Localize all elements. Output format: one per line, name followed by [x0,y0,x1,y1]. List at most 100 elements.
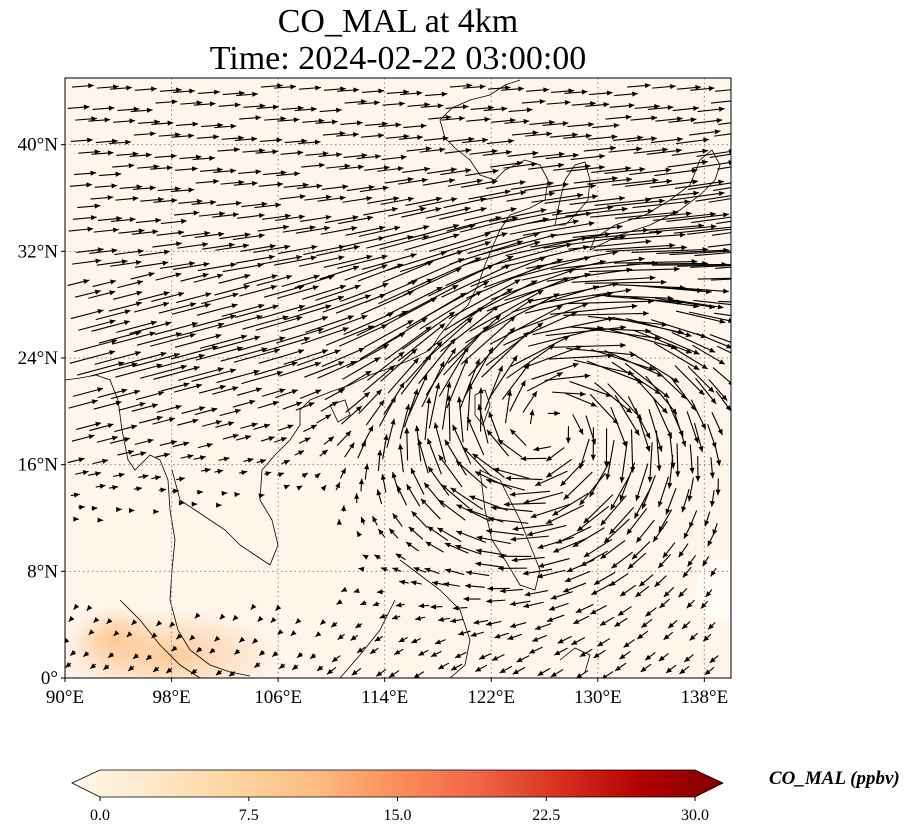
wind-vector [648,409,663,452]
wind-vector-head [128,449,134,455]
wind-vector-head [514,279,521,285]
wind-vector-head [580,561,587,567]
wind-vector [668,298,724,309]
wind-vector-head [523,603,530,609]
wind-vector-head [352,215,359,221]
wind-vector-head [662,147,668,153]
wind-vector-head [634,429,640,436]
wind-vector [284,304,332,321]
wind-vector-head [131,619,138,625]
wind-vector-head [205,292,212,298]
wind-vector-head [296,315,303,321]
wind-vector-head [439,361,445,368]
wind-vector [154,322,198,336]
wind-vector [626,318,692,337]
wind-vector-head [641,502,647,509]
wind-vector-head [743,150,749,155]
wind-vector [570,155,606,161]
wind-vector [620,441,628,483]
wind-vector-head [526,107,533,113]
wind-vector-head [578,428,584,435]
wind-vector-head [738,354,744,359]
wind-vector-head [97,308,104,315]
wind-vector-head [407,235,414,241]
wind-vector-head [310,653,317,659]
wind-vector [426,306,484,351]
wind-vector-head [135,330,142,336]
wind-vector-head [627,563,634,569]
wind-vector [668,455,674,489]
wind-vector [655,430,660,472]
wind-vector-head [717,304,724,310]
wind-vector-head [698,389,705,395]
wind-vector-head [234,491,241,498]
wind-vector-head [215,333,222,339]
wind-vector [339,324,388,347]
wind-vector [379,235,430,250]
wind-vector-head [736,342,742,347]
wind-vector [652,397,673,439]
wind-vector-head [153,164,160,170]
wind-vector-head [204,467,211,473]
wind-vector [336,255,388,269]
wind-vector [610,233,686,241]
wind-vector-head [132,151,139,157]
wind-vector-head [540,208,547,214]
wind-vector-head [108,105,115,111]
wind-vector-head [168,417,175,423]
wind-vector-head [392,567,399,573]
wind-vector [469,289,544,332]
wind-vector-head [277,472,284,478]
wind-vector [606,246,687,252]
wind-vector [611,361,662,395]
wind-vector-head [314,361,321,367]
wind-vector-head [361,153,368,159]
wind-vector-head [612,281,619,287]
wind-vector [511,556,545,561]
wind-vector-head [319,162,325,168]
wind-vector-head [509,316,516,322]
wind-vector-head [283,224,289,230]
wind-vector-head [381,254,388,260]
wind-vector-head [423,234,430,240]
wind-vector-head [656,465,662,472]
wind-vector-head [465,148,472,154]
wind-vector-head [382,344,389,350]
lon-tick-label: 106°E [254,687,302,708]
wind-vector [649,364,687,400]
wind-vector [387,357,420,394]
wind-vector [263,285,305,298]
wind-vector-head [593,652,600,658]
wind-vector-head [165,321,172,327]
wind-vector-head [703,635,709,642]
wind-vector-head [160,487,167,493]
wind-vector [670,376,697,411]
wind-vector-head [254,335,261,341]
wind-vector [584,281,667,284]
wind-vector [357,263,404,282]
wind-vector-head [572,132,578,138]
wind-vector [178,367,224,381]
wind-vector [323,255,373,268]
wind-vector-head [259,103,266,109]
wind-vector-head [449,338,456,345]
wind-vector [708,198,731,203]
wind-vector [628,212,692,220]
wind-vector-head [583,517,590,524]
wind-vector-head [484,241,491,247]
wind-vector-head [581,302,589,308]
wind-vector-head [219,384,226,390]
wind-vector [279,362,322,377]
wind-vector-head [681,506,687,513]
wind-vector-head [88,629,95,635]
wind-vector [360,290,414,315]
wind-vector-head [676,148,682,154]
wind-vector-head [445,114,452,121]
wind-vector [338,216,374,225]
wind-vector-head [366,254,373,260]
wind-vector-head [676,116,683,122]
wind-vector-head [109,319,116,325]
wind-vector [478,404,489,444]
wind-vector-head [398,443,404,450]
wind-vector-head [217,122,224,128]
